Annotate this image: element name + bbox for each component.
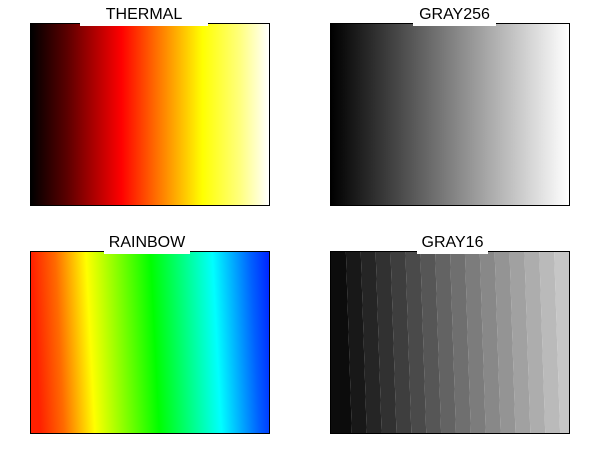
rainbow-colormap-panel [30,251,270,434]
thermal-colormap-panel [30,23,270,206]
rainbow-title: RAINBOW [104,232,190,254]
gray16-band [494,252,516,433]
gray16-band [331,252,352,433]
gray16-band [539,252,561,433]
gray16-colormap-panel [330,251,570,434]
gray16-band [360,252,382,433]
gray16-band [405,252,427,433]
rainbow-gradient [31,252,269,433]
gray16-band [524,252,546,433]
thermal-title: THERMAL [80,4,208,26]
gray16-band [479,252,501,433]
gray16-band [509,252,531,433]
gray16-band [435,252,456,433]
gray16-band [375,252,397,433]
gray16-band [450,252,471,433]
gray16-band [345,252,367,433]
gray16-stepped-bands [331,252,569,433]
gray256-colormap-panel [330,23,570,206]
gray256-gradient [331,24,569,205]
gray16-band [420,252,442,433]
gray16-band [464,252,486,433]
gray16-band [390,252,412,433]
gray16-title: GRAY16 [417,232,488,254]
gray16-band [554,252,569,433]
thermal-gradient [31,24,269,205]
gray256-title: GRAY256 [413,4,496,26]
